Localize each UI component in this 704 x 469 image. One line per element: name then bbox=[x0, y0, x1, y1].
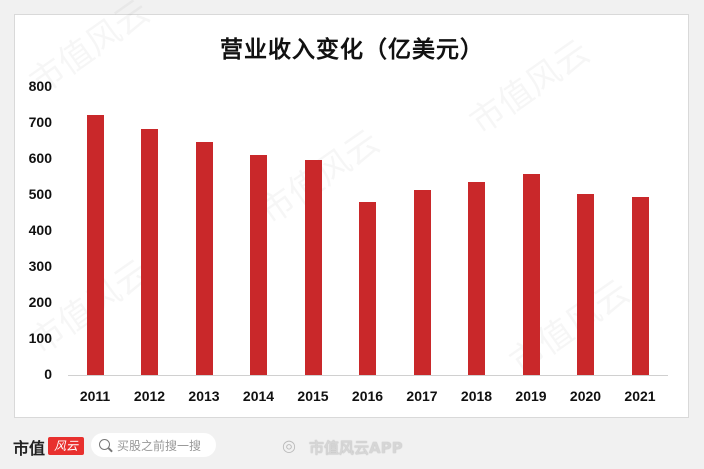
x-tick-label: 2016 bbox=[351, 388, 384, 404]
weibo-account-label: 市值风云APP bbox=[309, 439, 403, 457]
x-tick-label: 2017 bbox=[406, 388, 438, 404]
bar-2018 bbox=[468, 182, 485, 375]
bar-2021 bbox=[631, 197, 649, 375]
y-tick-label: 300 bbox=[28, 258, 52, 274]
bar-2020 bbox=[577, 193, 594, 375]
bar-2015 bbox=[304, 160, 322, 375]
brand-logo-badge: 风云 bbox=[48, 437, 84, 455]
y-tick-label: 500 bbox=[28, 186, 52, 202]
x-tick-label: 2018 bbox=[460, 388, 493, 404]
y-tick-label: 600 bbox=[28, 150, 52, 166]
x-tick-label: 2020 bbox=[569, 388, 602, 404]
bar-2016 bbox=[359, 202, 376, 375]
y-tick-label: 200 bbox=[28, 294, 52, 310]
x-tick-label: 2011 bbox=[79, 388, 111, 404]
chart-title: 营业收入变化（亿美元） bbox=[220, 37, 484, 63]
y-tick-label: 800 bbox=[28, 78, 52, 94]
y-tick-label: 400 bbox=[28, 222, 52, 238]
bar-2011 bbox=[86, 115, 104, 375]
bar-2014 bbox=[250, 155, 267, 375]
x-tick-label: 2021 bbox=[624, 388, 656, 404]
chart-panel bbox=[14, 14, 689, 418]
x-tick-label: 2019 bbox=[515, 388, 547, 404]
bar-2013 bbox=[195, 142, 213, 375]
x-tick-label: 2013 bbox=[188, 388, 220, 404]
bar-2012 bbox=[141, 129, 158, 375]
weibo-icon: ◎ bbox=[282, 436, 296, 455]
x-tick-label: 2014 bbox=[242, 388, 275, 404]
search-icon bbox=[99, 439, 110, 450]
bar-2017 bbox=[413, 189, 431, 375]
bar-2019 bbox=[522, 174, 540, 375]
x-tick-label: 2015 bbox=[297, 388, 329, 404]
search-input[interactable] bbox=[91, 433, 216, 457]
x-tick-label: 2012 bbox=[133, 388, 166, 404]
y-tick-label: 0 bbox=[44, 366, 52, 382]
brand-logo-text: 市值 bbox=[13, 439, 46, 458]
x-axis-line bbox=[68, 375, 668, 376]
y-tick-label: 700 bbox=[28, 114, 52, 130]
y-tick-label: 100 bbox=[28, 330, 52, 346]
search-placeholder: 买股之前搜一搜 bbox=[117, 439, 202, 453]
